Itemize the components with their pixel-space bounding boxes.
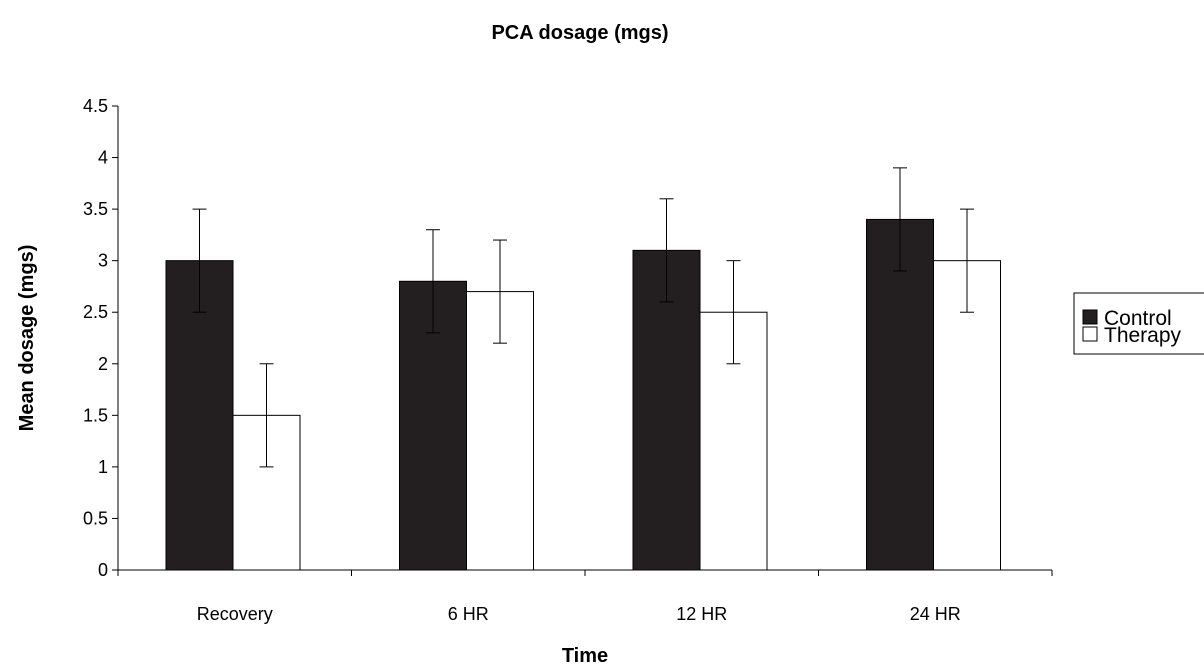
legend: Control Therapy (1073, 292, 1204, 355)
y-tick-label: 0.5 (83, 508, 108, 528)
bar-series (165, 218, 1001, 571)
y-tick-label: 4.5 (83, 96, 108, 116)
x-tick-label: 6 HR (448, 604, 489, 624)
x-tick-label: Recovery (197, 604, 273, 624)
bar-control (632, 249, 701, 571)
y-tick-label: 2 (98, 354, 108, 374)
x-axis: Recovery 6 HR 12 HR 24 HR (117, 569, 1053, 624)
legend-swatch-control (1082, 309, 1098, 325)
legend-label-therapy: Therapy (1104, 324, 1182, 347)
error-bars (192, 167, 974, 468)
x-tick-label: 12 HR (676, 604, 727, 624)
y-tick-label: 1.5 (83, 405, 108, 425)
legend-swatch-therapy (1082, 326, 1098, 342)
y-tick-label: 3.5 (83, 199, 108, 219)
y-axis-title: Mean dosage (mgs) (16, 245, 38, 432)
y-tick-label: 1 (98, 457, 108, 477)
y-tick-label: 4 (98, 148, 108, 168)
chart-title: PCA dosage (mgs) (491, 22, 668, 44)
x-tick-label: 24 HR (910, 604, 961, 624)
y-tick-label: 2.5 (83, 302, 108, 322)
bar-control (866, 218, 934, 571)
x-axis-title: Time (562, 645, 608, 667)
y-tick-label: 0 (98, 560, 108, 580)
y-axis: 0 0.5 1 1.5 2 2.5 3 3.5 4 4.5 (83, 96, 119, 580)
legend-label-control: Control (1104, 307, 1172, 330)
y-tick-label: 3 (98, 251, 108, 271)
